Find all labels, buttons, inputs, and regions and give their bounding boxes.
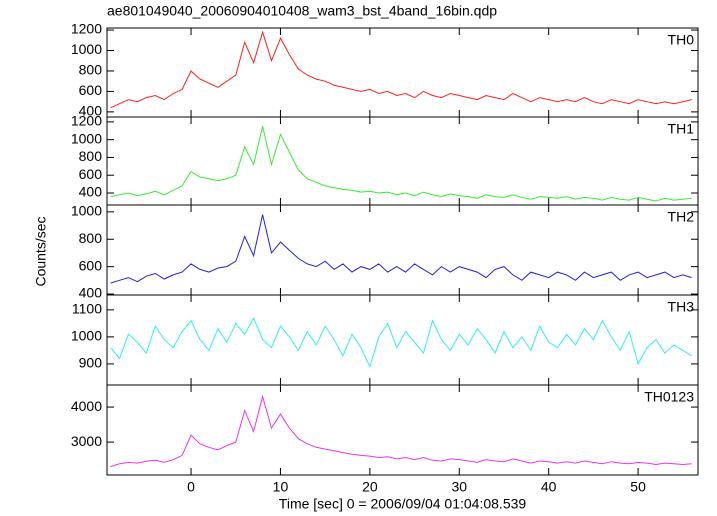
y-tick-label: 400 — [79, 103, 103, 119]
light-curve — [110, 126, 692, 202]
light-curve — [110, 316, 692, 368]
y-tick-label: 800 — [79, 62, 103, 78]
y-tick-label: 400 — [79, 184, 103, 200]
light-curve — [110, 30, 692, 109]
y-tick-label: 600 — [79, 166, 103, 182]
panel-frame — [106, 27, 699, 118]
x-tick-label: 20 — [362, 479, 378, 495]
y-tick-label: 1000 — [71, 41, 102, 57]
panel-frame — [106, 294, 699, 386]
x-tick-label: 50 — [630, 479, 646, 495]
y-tick-label: 1000 — [71, 130, 102, 146]
y-tick-label: 1200 — [71, 21, 102, 37]
panel-label: TH0 — [668, 32, 695, 48]
panel-label: TH2 — [668, 209, 695, 225]
y-tick-label: 400 — [79, 285, 103, 301]
panel-frame — [106, 384, 699, 476]
x-axis-label: Time [sec] 0 = 2006/09/04 01:04:08.539 — [279, 496, 527, 512]
x-tick-label: 30 — [451, 479, 467, 495]
y-tick-label: 1000 — [71, 328, 102, 344]
panel-label: TH1 — [668, 121, 695, 137]
y-tick-label: 600 — [79, 257, 103, 273]
y-tick-label: 1200 — [71, 113, 102, 129]
panel-label: TH3 — [668, 299, 695, 315]
light-curve — [110, 394, 692, 468]
y-tick-label: 1100 — [72, 301, 102, 317]
light-curve — [110, 214, 692, 284]
x-tick-label: 0 — [187, 479, 195, 495]
y-tick-label: 900 — [79, 355, 103, 371]
panel-frame — [106, 204, 699, 296]
y-tick-label: 1000 — [71, 203, 102, 219]
y-tick-label: 3000 — [71, 433, 102, 449]
chart-title: ae801049040_20060904010408_wam3_bst_4ban… — [107, 3, 497, 19]
y-tick-label: 4000 — [71, 398, 102, 414]
panel-frame — [106, 116, 699, 206]
y-tick-label: 800 — [79, 230, 103, 246]
x-tick-label: 40 — [541, 479, 557, 495]
y-tick-label: 800 — [79, 148, 103, 164]
x-tick-label: 10 — [273, 479, 289, 495]
panel-label: TH0123 — [644, 389, 694, 405]
y-tick-label: 600 — [79, 82, 103, 98]
y-axis-label: Counts/sec — [33, 216, 49, 286]
